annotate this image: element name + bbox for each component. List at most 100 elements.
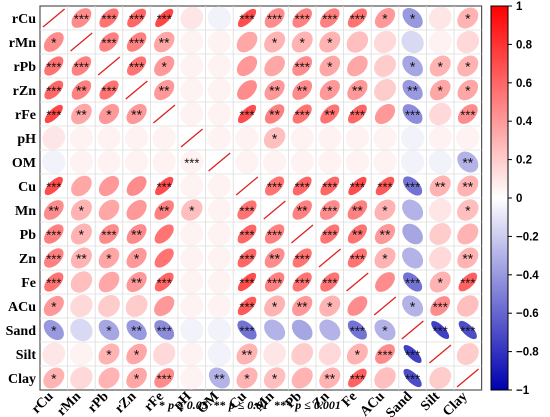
significance-stars: * bbox=[465, 203, 471, 219]
heatmap-cell bbox=[345, 126, 370, 150]
correlation-ellipse bbox=[458, 272, 478, 292]
significance-stars: ** bbox=[76, 251, 87, 267]
heatmap-cell: * bbox=[126, 247, 147, 269]
heatmap-cell: * bbox=[457, 79, 479, 101]
legend-star3-text: p ≤ 0.001 bbox=[295, 398, 341, 412]
heatmap-cell bbox=[180, 78, 204, 102]
heatmap-cell bbox=[124, 126, 149, 150]
correlation-ellipse bbox=[374, 199, 396, 221]
heatmap-cell: * bbox=[402, 7, 423, 29]
correlation-ellipse bbox=[208, 367, 230, 389]
heatmap-cell: *** bbox=[237, 200, 257, 220]
heatmap-cell: *** bbox=[99, 8, 119, 28]
heatmap-cell bbox=[70, 32, 93, 52]
significance-stars: * bbox=[327, 35, 333, 51]
heatmap-cell bbox=[97, 56, 121, 76]
heatmap-cell: * bbox=[264, 31, 286, 53]
correlation-ellipse bbox=[319, 31, 341, 53]
heatmap-cell: *** bbox=[403, 176, 423, 196]
heatmap-cell: * bbox=[70, 199, 92, 221]
correlation-ellipse bbox=[430, 296, 451, 316]
correlation-ellipse bbox=[236, 367, 258, 389]
heatmap-cell: ** bbox=[71, 80, 92, 100]
correlation-ellipse bbox=[374, 247, 396, 269]
heatmap-cell: *** bbox=[375, 176, 395, 196]
correlation-ellipse bbox=[374, 7, 396, 29]
correlation-ellipse bbox=[429, 79, 451, 101]
row-label: ACu bbox=[8, 300, 36, 315]
heatmap-cell bbox=[375, 272, 395, 292]
significance-stars: *** bbox=[322, 180, 337, 195]
correlation-ellipse bbox=[98, 319, 120, 341]
row-label: Fe bbox=[21, 276, 36, 291]
correlation-ellipse bbox=[43, 32, 64, 52]
significance-stars: *** bbox=[239, 252, 254, 267]
correlation-ellipse bbox=[348, 176, 367, 196]
heatmap-cell bbox=[373, 30, 397, 54]
heatmap-cell: * bbox=[457, 55, 479, 77]
heatmap-cell: * bbox=[43, 367, 65, 389]
significance-stars: * bbox=[106, 323, 112, 339]
correlation-ellipse bbox=[180, 342, 204, 366]
diagonal-mark bbox=[401, 320, 424, 340]
correlation-ellipse bbox=[457, 175, 479, 197]
heatmap-cell: *** bbox=[44, 248, 64, 268]
heatmap-cell: * bbox=[429, 271, 451, 293]
correlation-ellipse bbox=[236, 31, 258, 53]
significance-stars: * bbox=[79, 227, 85, 243]
heatmap-cell: *** bbox=[458, 320, 477, 340]
heatmap-cell: *** bbox=[347, 104, 367, 124]
diagonal-mark bbox=[346, 272, 369, 292]
heatmap-cell bbox=[374, 367, 396, 389]
correlation-ellipse bbox=[264, 79, 285, 101]
significance-stars: * bbox=[106, 347, 112, 363]
heatmap-cell bbox=[180, 102, 204, 126]
colorbar-tick-label: 0 bbox=[516, 193, 522, 205]
heatmap-cell: * bbox=[319, 79, 340, 101]
heatmap-cell bbox=[237, 80, 257, 100]
colorbar-tick-label: −0.6 bbox=[516, 308, 539, 320]
correlation-ellipse bbox=[99, 8, 119, 28]
diagonal-mark bbox=[456, 368, 480, 388]
correlation-ellipse bbox=[428, 150, 452, 174]
heatmap-cell bbox=[428, 126, 452, 150]
row-label: rZn bbox=[13, 84, 37, 99]
heatmap-cell: *** bbox=[320, 272, 340, 292]
heatmap-cells: *** *** *** *** *** *** *** *** *** * * ** *** *** ** *… bbox=[42, 6, 480, 390]
correlation-ellipse bbox=[126, 103, 147, 125]
heatmap-cell bbox=[290, 224, 314, 244]
heatmap-cell bbox=[402, 199, 424, 221]
legend-star2: ** bbox=[213, 398, 226, 412]
correlation-ellipse bbox=[154, 200, 174, 220]
heatmap-cell: *** bbox=[292, 56, 313, 76]
heatmap-cell bbox=[318, 126, 342, 150]
heatmap-cell bbox=[154, 248, 174, 268]
heatmap-cell: *** bbox=[457, 104, 478, 124]
significance-stars: *** bbox=[433, 324, 448, 339]
significance-stars: *** bbox=[239, 12, 254, 27]
correlation-ellipse bbox=[126, 343, 147, 365]
correlation-ellipse bbox=[154, 320, 175, 340]
heatmap-cell: * bbox=[43, 295, 64, 317]
heatmap-cell: * bbox=[70, 223, 92, 245]
heatmap-cell: * bbox=[346, 343, 368, 365]
heatmap-cell bbox=[291, 343, 314, 365]
heatmap-cell: *** bbox=[44, 176, 63, 196]
legend-star1: * bbox=[159, 398, 166, 412]
correlation-ellipse bbox=[70, 366, 93, 390]
correlation-ellipse bbox=[126, 367, 147, 389]
heatmap-cell: * bbox=[374, 199, 396, 221]
heatmap-cell bbox=[318, 342, 341, 366]
correlation-ellipse bbox=[429, 367, 452, 389]
row-label: Zn bbox=[19, 252, 36, 267]
significance-stars: *** bbox=[350, 324, 365, 339]
correlation-ellipse bbox=[319, 79, 340, 101]
heatmap-cell: *** bbox=[127, 56, 147, 76]
heatmap-cell: * bbox=[457, 199, 479, 221]
heatmap-cell: *** bbox=[44, 104, 63, 124]
heatmap-cell: * bbox=[126, 367, 147, 389]
correlation-ellipse bbox=[71, 103, 92, 125]
heatmap-cell: ** bbox=[347, 79, 368, 101]
correlation-ellipse bbox=[180, 54, 204, 78]
significance-stars: * bbox=[355, 347, 361, 363]
